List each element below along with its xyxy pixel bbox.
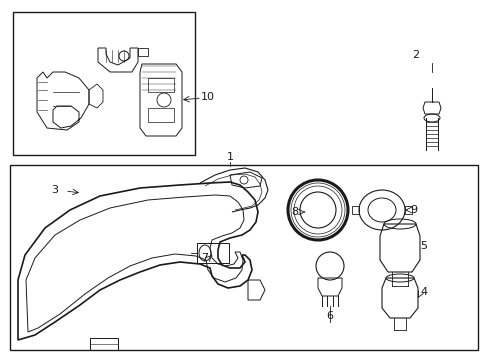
Text: 1: 1 (226, 152, 233, 162)
Bar (13, 12, 195, 155)
Text: 4: 4 (420, 287, 427, 297)
Bar (197, 243, 228, 263)
Text: 8: 8 (291, 207, 298, 217)
Text: 3: 3 (51, 185, 59, 195)
Bar (10, 165, 477, 350)
Text: 5: 5 (420, 241, 427, 251)
Text: 6: 6 (326, 311, 333, 321)
Bar (148, 108, 174, 122)
Bar (148, 78, 174, 92)
Text: 2: 2 (411, 50, 419, 60)
Text: 9: 9 (409, 205, 417, 215)
Text: 10: 10 (201, 92, 215, 102)
Text: 7: 7 (201, 253, 208, 263)
